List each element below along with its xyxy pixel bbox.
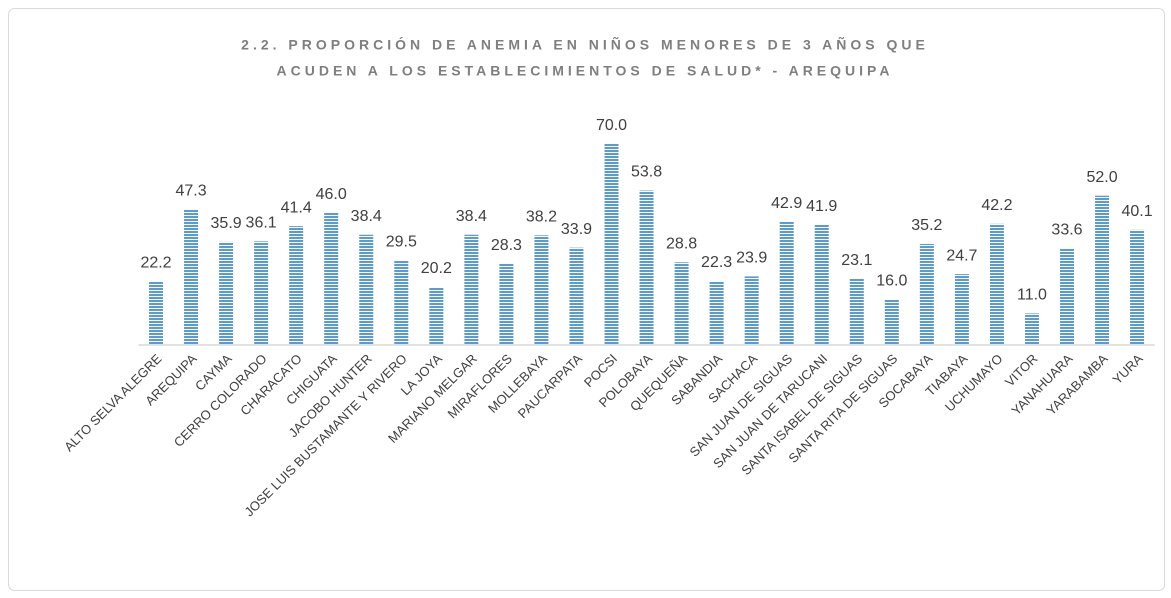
bar — [674, 262, 689, 345]
bar — [324, 212, 339, 345]
data-label: 28.3 — [491, 237, 522, 254]
bar — [814, 224, 829, 345]
data-label: 52.0 — [1086, 169, 1117, 186]
bar — [779, 221, 794, 345]
data-label: 24.7 — [946, 247, 977, 264]
bar — [359, 234, 374, 345]
chart-title: ACUDEN A LOS ESTABLECIMIENTOS DE SALUD* … — [277, 63, 894, 79]
bar — [184, 209, 199, 345]
data-label: 35.9 — [211, 215, 242, 232]
data-label: 23.1 — [841, 252, 872, 269]
data-label: 40.1 — [1122, 203, 1153, 220]
data-label: 46.0 — [316, 186, 347, 203]
bar — [534, 235, 549, 345]
data-label: 35.2 — [911, 217, 942, 234]
data-label: 42.2 — [981, 197, 1012, 214]
data-label: 11.0 — [1017, 287, 1047, 304]
data-label: 42.9 — [771, 195, 802, 212]
bar — [1130, 229, 1145, 345]
data-label: 41.9 — [806, 198, 837, 215]
data-label: 36.1 — [246, 215, 277, 232]
bar — [884, 299, 899, 345]
bar — [254, 241, 269, 345]
bar — [149, 281, 164, 345]
data-label: 16.0 — [876, 272, 907, 289]
data-label: 47.3 — [175, 182, 206, 199]
bar — [954, 274, 969, 345]
data-label: 22.2 — [140, 254, 171, 271]
data-label: 53.8 — [631, 164, 662, 181]
bar — [604, 144, 619, 345]
chart-frame — [8, 8, 1165, 591]
bar — [464, 234, 479, 345]
bar — [394, 260, 409, 345]
chart-title: 2.2. PROPORCIÓN DE ANEMIA EN NIÑOS MENOR… — [241, 36, 929, 53]
data-label: 38.2 — [526, 209, 557, 226]
bar — [569, 247, 584, 345]
bar — [219, 241, 234, 345]
data-label: 41.4 — [281, 199, 312, 216]
bar — [289, 226, 304, 345]
bar — [849, 278, 864, 345]
bar — [919, 243, 934, 345]
bar — [499, 263, 514, 345]
bar — [989, 223, 1004, 345]
data-label: 23.9 — [736, 250, 767, 267]
bar — [639, 190, 654, 345]
data-label: 22.3 — [701, 254, 732, 271]
bar — [1095, 195, 1110, 345]
data-label: 70.0 — [596, 117, 627, 134]
bar — [744, 276, 759, 345]
data-label: 33.6 — [1051, 222, 1082, 239]
data-label: 33.9 — [561, 221, 592, 238]
bar — [1024, 313, 1039, 345]
data-label: 38.4 — [351, 208, 382, 225]
data-label: 20.2 — [421, 260, 452, 277]
data-label: 29.5 — [386, 234, 417, 251]
data-label: 38.4 — [456, 208, 487, 225]
bar — [429, 286, 444, 345]
bar — [709, 280, 724, 345]
data-label: 28.8 — [666, 236, 697, 253]
bar — [1060, 248, 1075, 345]
